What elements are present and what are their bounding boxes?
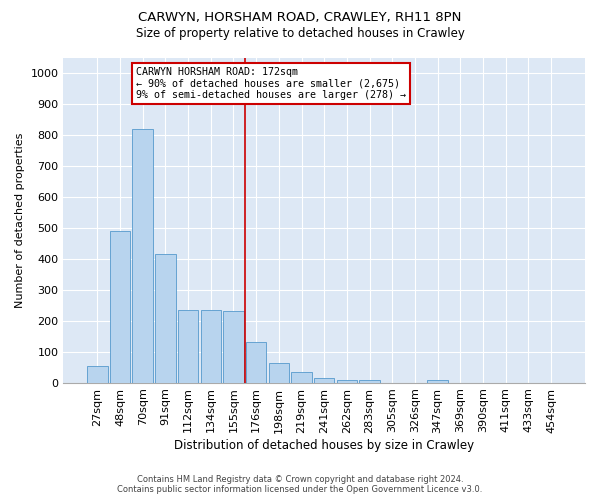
Bar [155, 254, 176, 382]
Bar [337, 380, 357, 382]
Text: Contains HM Land Registry data © Crown copyright and database right 2024.
Contai: Contains HM Land Registry data © Crown c… [118, 474, 482, 494]
Bar [314, 378, 334, 382]
Text: Size of property relative to detached houses in Crawley: Size of property relative to detached ho… [136, 28, 464, 40]
Bar [359, 380, 380, 382]
Bar [223, 312, 244, 382]
Bar [200, 310, 221, 382]
Bar [133, 128, 153, 382]
Y-axis label: Number of detached properties: Number of detached properties [15, 132, 25, 308]
Bar [427, 380, 448, 382]
Text: CARWYN, HORSHAM ROAD, CRAWLEY, RH11 8PN: CARWYN, HORSHAM ROAD, CRAWLEY, RH11 8PN [139, 12, 461, 24]
Bar [246, 342, 266, 382]
Bar [292, 372, 312, 382]
Bar [178, 310, 198, 382]
X-axis label: Distribution of detached houses by size in Crawley: Distribution of detached houses by size … [174, 440, 474, 452]
Bar [110, 231, 130, 382]
Bar [87, 366, 107, 382]
Text: CARWYN HORSHAM ROAD: 172sqm
← 90% of detached houses are smaller (2,675)
9% of s: CARWYN HORSHAM ROAD: 172sqm ← 90% of det… [136, 68, 406, 100]
Bar [269, 362, 289, 382]
